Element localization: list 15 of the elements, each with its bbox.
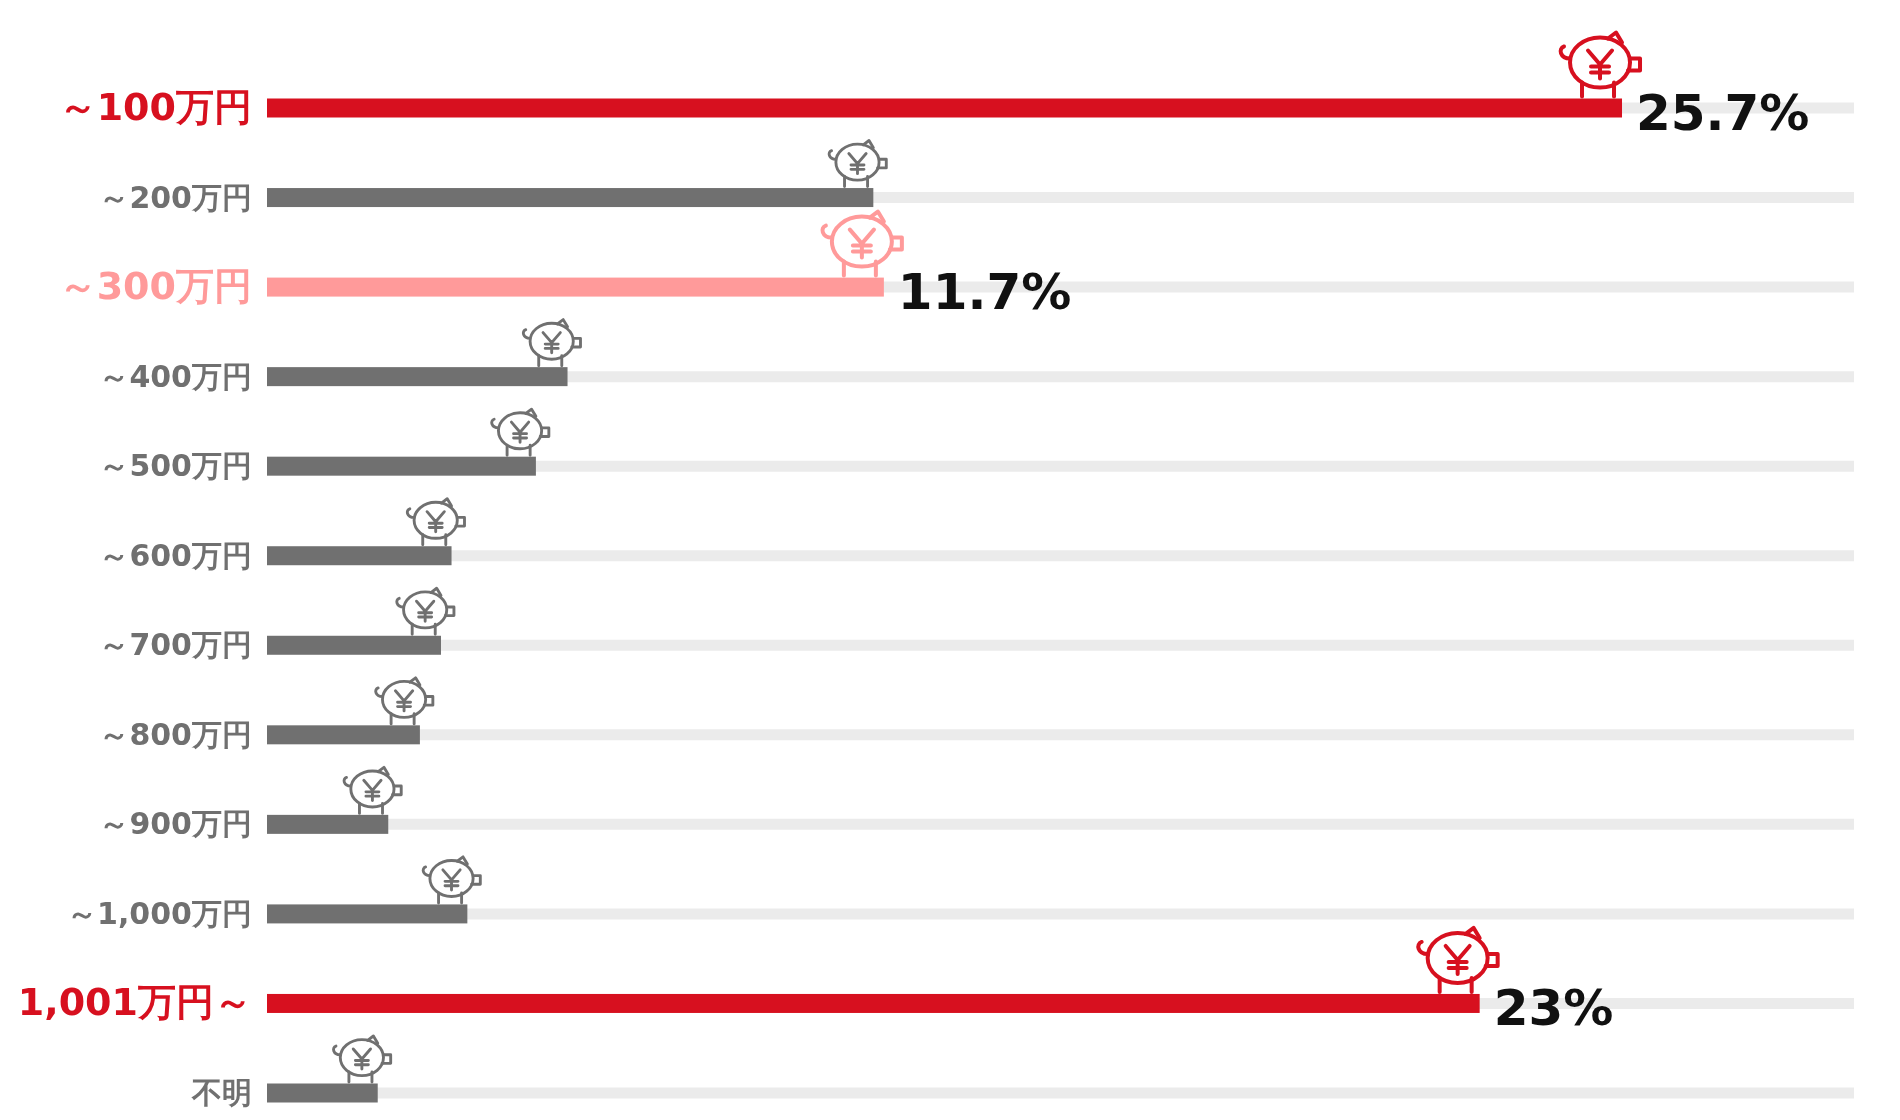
data-label: 11.7% xyxy=(897,263,1072,322)
y-tick-label: ～800万円 xyxy=(99,716,252,752)
y-tick-label: ～100万円 xyxy=(58,85,252,129)
y-tick-label: ～900万円 xyxy=(99,806,252,842)
data-label: 23% xyxy=(1493,979,1614,1038)
y-tick-label: ～600万円 xyxy=(99,537,252,573)
y-tick-label: 1,001万円～ xyxy=(17,980,252,1025)
y-tick-label: 不明 xyxy=(191,1075,252,1110)
y-tick-label: ～1,000万円 xyxy=(67,895,252,931)
y-tick-label: ～300万円 xyxy=(58,264,252,309)
y-tick-label: ～700万円 xyxy=(99,627,252,663)
y-tick-label: ～400万円 xyxy=(99,358,252,394)
y-tick-label: ～500万円 xyxy=(99,448,252,484)
data-label: 25.7% xyxy=(1636,84,1810,142)
y-tick-label: ～200万円 xyxy=(99,179,252,215)
